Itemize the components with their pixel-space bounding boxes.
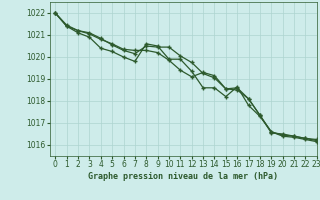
X-axis label: Graphe pression niveau de la mer (hPa): Graphe pression niveau de la mer (hPa) bbox=[88, 172, 278, 181]
